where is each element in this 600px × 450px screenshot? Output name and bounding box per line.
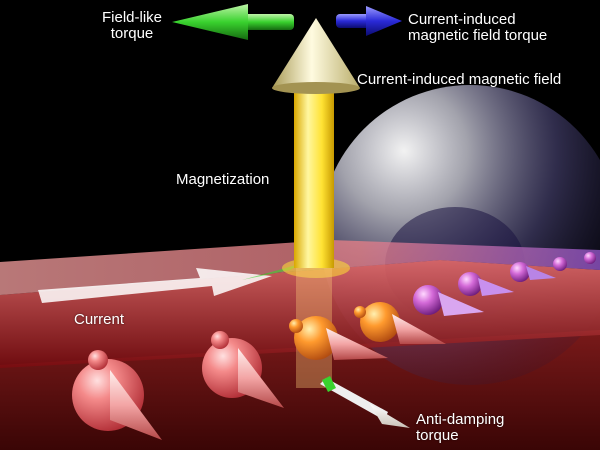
magnetization-arrowhead xyxy=(272,18,360,88)
field-torque-arrowhead xyxy=(366,6,402,36)
spin-left-1 xyxy=(72,350,162,440)
anti-damping-arrowhead xyxy=(370,404,410,428)
field-torque-label: Current-induced magnetic field torque xyxy=(408,11,548,44)
magnetization-label: Magnetization xyxy=(176,171,270,188)
spin-right-3 xyxy=(458,272,514,296)
spin-right-1 xyxy=(354,302,446,344)
spin-center xyxy=(289,316,388,360)
current-label: Current xyxy=(74,311,125,328)
spin-left-2 xyxy=(202,331,284,408)
anti-damping-tail xyxy=(322,376,336,392)
spin-right-4 xyxy=(510,252,596,282)
field-like-torque-arrowhead xyxy=(172,4,248,40)
field-like-torque-label: Field-like torque xyxy=(102,9,163,42)
field-like-torque-shaft xyxy=(236,14,294,30)
magnetization-shaft xyxy=(294,88,334,268)
spin-right-2 xyxy=(413,285,484,316)
anti-damping-shaft xyxy=(320,378,388,420)
current-induced-field-label: Current-induced magnetic field xyxy=(357,71,562,88)
anti-damping-torque-label: Anti-damping torque xyxy=(416,411,505,444)
magnetization-arrowhead-base xyxy=(272,82,360,94)
current-arrow xyxy=(38,268,272,303)
